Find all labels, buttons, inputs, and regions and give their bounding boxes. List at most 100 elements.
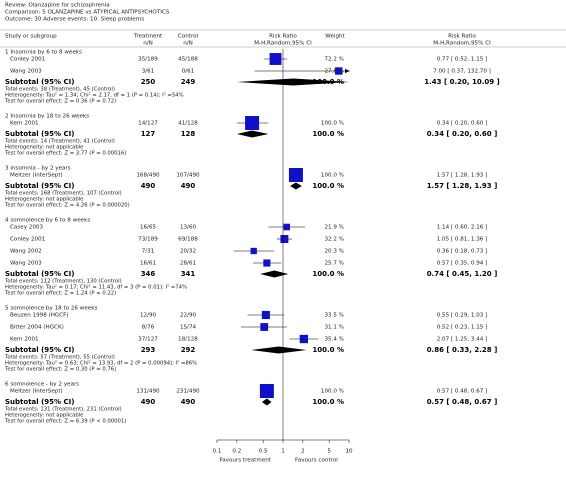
- subgroup-title: 4 somnolence by 6 to 8 weeks: [5, 218, 90, 224]
- subtotal-treatment: 490: [141, 398, 156, 406]
- subtotal-control: 249: [181, 78, 196, 86]
- treatment-events: 37/127: [138, 337, 158, 343]
- treatment-events: 12/90: [140, 313, 157, 319]
- subtotal-note: Heterogeneity: Tau² = 0.63; Chi² = 13.93…: [5, 360, 197, 367]
- ci-label: 0.52 [ 0.23, 1.15 ]: [437, 325, 488, 331]
- subtotal-treatment: 127: [141, 130, 156, 138]
- subtotal-note: Total events: 14 (Treatment), 41 (Contro…: [4, 139, 115, 145]
- subtotal-treatment: 490: [141, 182, 156, 190]
- subtotal-control: 490: [181, 182, 196, 190]
- ci-label: 0.55 [ 0.29, 1.03 ]: [437, 313, 488, 319]
- treatment-events: 7/31: [142, 249, 155, 255]
- ci-label: 0.57 [ 0.48, 0.67 ]: [437, 389, 488, 395]
- col-ci: Risk Ratio: [448, 34, 476, 40]
- subtotal-weight: 100.0 %: [312, 130, 344, 138]
- comparison: Comparison: 5 OLANZAPINE vs ATYPICAL ANT…: [5, 10, 170, 16]
- subtotal-weight: 100.0 %: [312, 346, 344, 354]
- control-events: 69/188: [178, 237, 198, 243]
- subgroup-title: 6 somnolence - by 2 years: [5, 382, 79, 388]
- col-study: Study or subgroup: [5, 34, 57, 40]
- weight-label: 27.8 %: [324, 69, 344, 75]
- study-name: Conley 2001: [10, 237, 46, 243]
- study-square: [335, 67, 343, 75]
- study-name: Casey 2003: [10, 225, 43, 231]
- subtotal-weight: 100.0 %: [312, 182, 344, 190]
- subtotal-note: Heterogeneity: Tau² = 1.34; Chi² = 2.17,…: [5, 92, 184, 99]
- treatment-events: 3/61: [142, 69, 155, 75]
- study-name: Kern 2001: [10, 337, 39, 343]
- ci-label: 1.14 [ 0.60, 2.16 ]: [437, 225, 488, 231]
- study-name: Wang 2003: [10, 261, 42, 267]
- subtotal-label: Subtotal (95% CI): [5, 182, 74, 190]
- subtotal-diamond: [260, 270, 289, 278]
- study-square: [245, 116, 260, 130]
- treatment-events: 168/490: [136, 173, 160, 179]
- subtotal-label: Subtotal (95% CI): [5, 398, 74, 406]
- x-tick-label: 0.1: [213, 449, 222, 455]
- weight-label: 31.1 %: [324, 325, 344, 331]
- study-square: [269, 53, 282, 65]
- subtotal-ci: 0.34 [ 0.20, 0.60 ]: [427, 130, 498, 138]
- subtotal-note: Total events: 38 (Treatment), 45 (Contro…: [4, 87, 115, 93]
- col-plot: Risk Ratio: [269, 34, 297, 40]
- control-events: 0/61: [182, 69, 195, 75]
- control-events: 22/90: [180, 313, 197, 319]
- treatment-events: 16/61: [140, 261, 157, 267]
- ci-label: 0.34 [ 0.20, 0.60 ]: [437, 121, 488, 127]
- study-square: [299, 334, 309, 344]
- study-square: [250, 247, 257, 255]
- weight-label: 20.3 %: [324, 249, 344, 255]
- subtotal-note: Test for overall effect: Z = 1.24 (P = 0…: [4, 291, 116, 297]
- subtotal-label: Subtotal (95% CI): [5, 346, 74, 354]
- study-name: Meltzer (InterSept): [10, 173, 63, 179]
- subtotal-label: Subtotal (95% CI): [5, 78, 74, 86]
- subtotal-note: Test for overall effect: Z = 0.30 (P = 0…: [4, 367, 116, 373]
- study-square: [263, 259, 271, 267]
- treatment-events: 8/76: [142, 325, 155, 331]
- treatment-events: 73/189: [138, 237, 158, 243]
- favours-left: Favours treatment: [220, 458, 272, 464]
- subtotal-note: Test for overall effect: Z = 6.39 (P < 0…: [4, 419, 126, 425]
- subtotal-note: Heterogeneity: not applicable: [5, 413, 83, 419]
- x-tick-label: 0.2: [232, 449, 241, 455]
- ci-label: 1.05 [ 0.81, 1.36 ]: [437, 237, 488, 243]
- favours-right: Favours control: [295, 458, 338, 464]
- subgroup-title: 2 Insomnia by 18 to 26 weeks: [5, 114, 89, 120]
- control-events: 28/61: [180, 261, 197, 267]
- subtotal-weight: 100.0 %: [312, 270, 344, 278]
- ci-label: 0.36 [ 0.18, 0.73 ]: [437, 249, 488, 255]
- subtotal-note: Test for overall effect: Z = 4.26 (P = 0…: [4, 203, 130, 209]
- subtotal-diamond: [290, 182, 302, 190]
- subtotal-control: 341: [181, 270, 196, 278]
- subtotal-note: Heterogeneity: not applicable: [5, 145, 83, 151]
- col-treatment-sub: n/N: [143, 41, 153, 47]
- ci-label: 0.77 [ 0.52, 1.15 ]: [437, 57, 488, 63]
- study-square: [259, 384, 274, 398]
- study-name: Meltzer (InterSept): [10, 389, 63, 395]
- subtotal-note: Total events: 112 (Treatment), 130 (Cont…: [4, 279, 122, 285]
- control-events: 107/490: [176, 173, 200, 179]
- subtotal-control: 128: [181, 130, 196, 138]
- weight-label: 100.0 %: [321, 389, 344, 395]
- weight-label: 35.4 %: [324, 337, 344, 343]
- study-square: [261, 310, 270, 320]
- subtotal-ci: 0.74 [ 0.45, 1.20 ]: [427, 270, 498, 278]
- treatment-events: 14/127: [138, 121, 158, 127]
- subtotal-diamond: [261, 398, 272, 406]
- control-events: 231/490: [176, 389, 200, 395]
- treatment-events: 131/490: [136, 389, 160, 395]
- subtotal-ci: 0.57 [ 0.48, 0.67 ]: [427, 398, 498, 406]
- weight-label: 32.2 %: [324, 237, 344, 243]
- subtotal-note: Total events: 57 (Treatment), 55 (Contro…: [4, 355, 115, 361]
- study-square: [283, 223, 291, 231]
- weight-label: 21.9 %: [324, 225, 344, 231]
- subtotal-treatment: 250: [141, 78, 156, 86]
- control-events: 41/128: [178, 121, 198, 127]
- subtotal-ci: 1.57 [ 1.28, 1.93 ]: [427, 182, 498, 190]
- weight-label: 100.0 %: [321, 173, 344, 179]
- weight-label: 72.2 %: [324, 57, 344, 63]
- col-ci-sub: M-H,Random,95% CI: [433, 41, 491, 47]
- x-tick-label: 1: [281, 449, 285, 455]
- subtotal-weight: 100.0 %: [312, 398, 344, 406]
